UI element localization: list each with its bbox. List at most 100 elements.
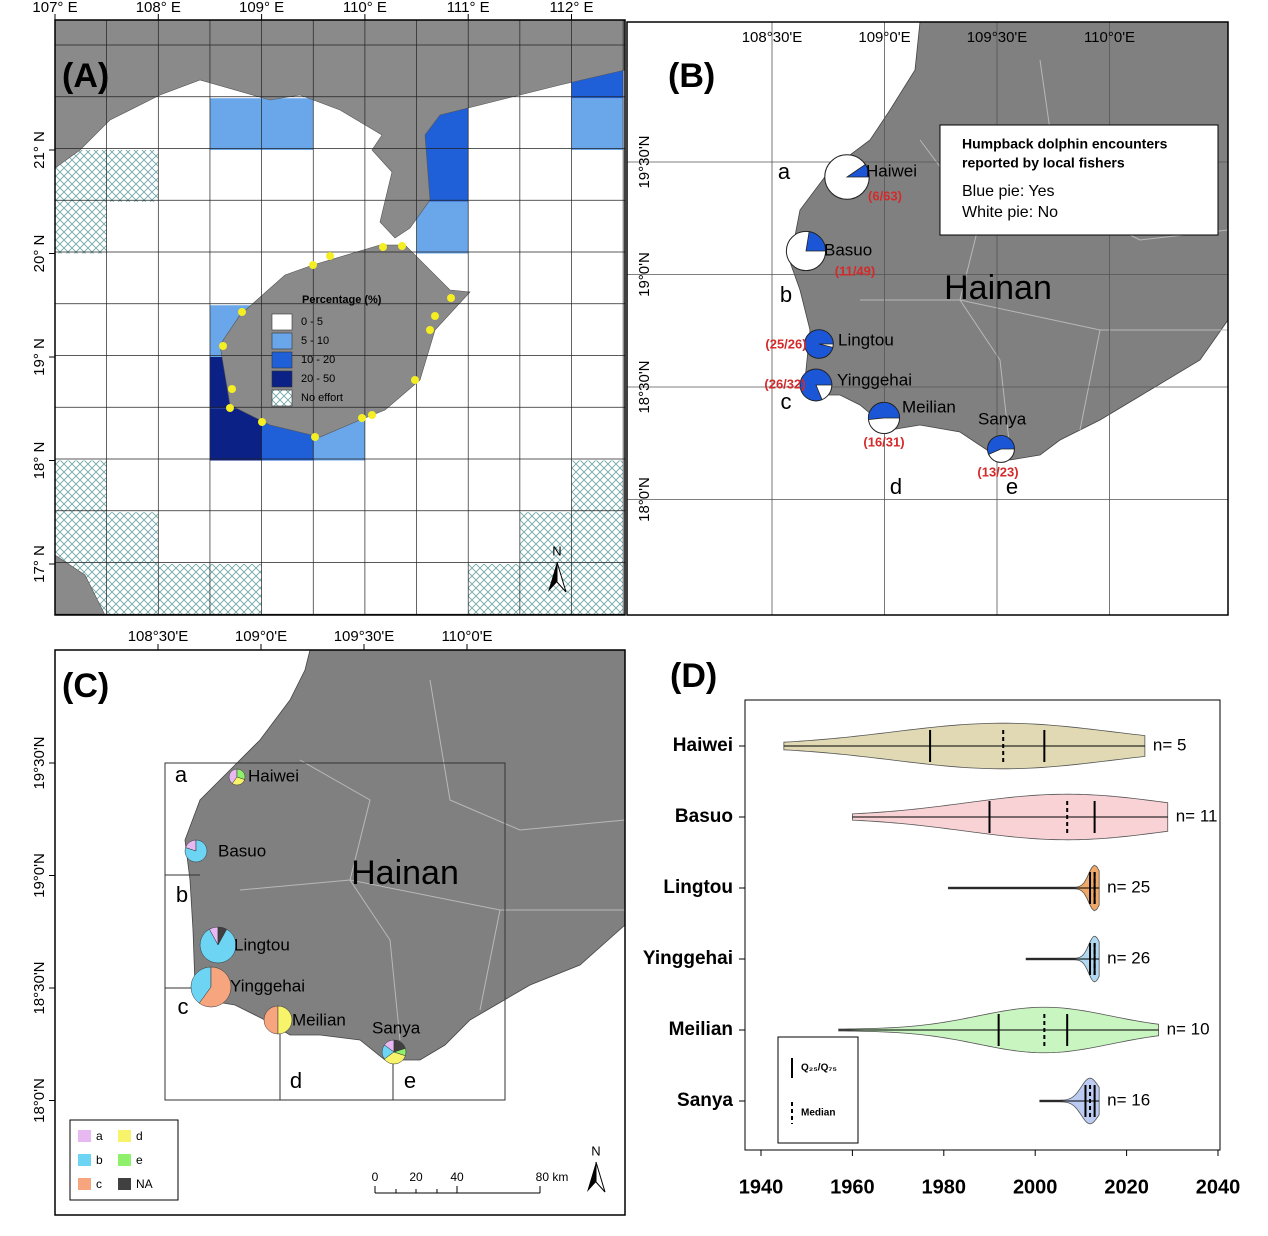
scale-bar (374, 1186, 541, 1194)
legend-item: Blue pie: Yes (962, 183, 1055, 200)
lat-label: 20° N (31, 235, 48, 273)
land (55, 20, 625, 239)
legend-swatch (78, 1154, 91, 1166)
legend-box (777, 1036, 859, 1144)
legend-label: 5 - 10 (301, 335, 329, 347)
site-name: Sanya (978, 409, 1027, 428)
x-tick-label: 2020 (1104, 1176, 1149, 1198)
lat-label: 17° N (31, 545, 48, 583)
effort-cell (209, 408, 262, 461)
count-label: (16/31) (863, 434, 904, 449)
effort-cell (571, 564, 624, 615)
lat-label: 19°0'N (31, 853, 48, 898)
north-arrow (548, 562, 557, 592)
n-label: n= 25 (1107, 877, 1150, 896)
land (55, 554, 106, 615)
survey-point (358, 414, 366, 422)
lon-label: 107° E (32, 0, 77, 16)
effort-cell (468, 564, 520, 615)
pie-slice (184, 839, 208, 863)
pie-slice (199, 928, 237, 964)
site-name: Lingtou (234, 935, 290, 954)
effort-cell (55, 512, 107, 564)
survey-point (309, 261, 317, 269)
legend-item: White pie: No (962, 204, 1058, 221)
lon-label: 108° E (136, 0, 181, 16)
pie-slice (383, 1051, 406, 1065)
region-label: a (175, 762, 188, 787)
site-name: Yinggehai (837, 370, 912, 389)
count-label: (25/26) (765, 336, 806, 351)
lat-label: 18°0'N (31, 1078, 48, 1123)
survey-point (398, 242, 406, 250)
survey-point (238, 308, 246, 316)
north-label: N (591, 1143, 600, 1158)
category-label: Basuo (675, 806, 733, 827)
legend-label: 10 - 20 (301, 354, 335, 366)
region-label: c (178, 994, 189, 1019)
legend-label: NA (136, 1177, 153, 1191)
n-label: n= 11 (1176, 806, 1218, 825)
lon-label: 108°30'E (128, 628, 189, 645)
frame (54, 19, 626, 616)
scale-label: 20 (409, 1170, 423, 1184)
survey-point (431, 312, 439, 320)
legend-swatch (271, 389, 293, 407)
effort-cell (106, 512, 159, 564)
survey-point (226, 404, 234, 412)
site-name: Basuo (218, 841, 266, 860)
effort-cell (571, 512, 624, 564)
north-arrow (556, 561, 567, 593)
pie-slice (277, 1005, 293, 1035)
count-label: (26/32) (764, 376, 805, 391)
survey-point (379, 243, 387, 251)
effort-cell (158, 564, 210, 615)
lon-label: 112° E (549, 0, 593, 16)
panel-label: (A) (62, 57, 109, 95)
legend-swatch (271, 313, 293, 331)
pie-slice (217, 926, 228, 946)
legend-label: b (96, 1153, 103, 1167)
site-name: Meilian (902, 397, 956, 416)
panel-label: (C) (62, 667, 109, 705)
frame (54, 649, 626, 1216)
effort-cell (106, 150, 159, 202)
x-tick-label: 2040 (1196, 1176, 1241, 1198)
n-label: n= 5 (1153, 735, 1187, 754)
category-label: Meilian (669, 1019, 733, 1040)
effort-cell (261, 98, 314, 150)
region-label: e (1006, 474, 1018, 499)
lat-label: 21° N (31, 131, 48, 169)
lon-label: 110°0'E (1084, 29, 1135, 46)
site-name: Lingtou (838, 330, 894, 349)
pie-slice (190, 966, 212, 1004)
pie-slice (198, 966, 232, 1008)
legend-swatch (78, 1178, 91, 1190)
legend-title: Percentage (%) (302, 294, 382, 306)
pie-yes (805, 231, 827, 252)
category-label: Yinggehai (643, 948, 733, 969)
n-label: n= 16 (1107, 1090, 1150, 1109)
count-label: (11/49) (835, 263, 875, 278)
effort-cell (416, 201, 469, 254)
panel-label: (B) (668, 57, 715, 95)
category-label: Sanya (677, 1090, 733, 1111)
effort-cell (209, 564, 262, 615)
island-label: Hainan (944, 269, 1052, 307)
lon-label: 110° E (343, 0, 387, 16)
pie-slice (236, 768, 246, 780)
site-name: Basuo (824, 240, 872, 259)
scale-label: 80 km (536, 1170, 569, 1184)
legend-box (939, 124, 1219, 236)
region-box (164, 762, 506, 1101)
survey-point (411, 376, 419, 384)
legend-title: Humpback dolphin encounters (962, 136, 1168, 152)
effort-cell (55, 460, 107, 513)
n-label: n= 26 (1107, 948, 1150, 967)
legend-label: Q₂₅/Q₇₅ (801, 1063, 837, 1074)
category-label: Haiwei (673, 735, 733, 756)
region-label: e (404, 1068, 416, 1093)
pie-slice (228, 768, 238, 784)
